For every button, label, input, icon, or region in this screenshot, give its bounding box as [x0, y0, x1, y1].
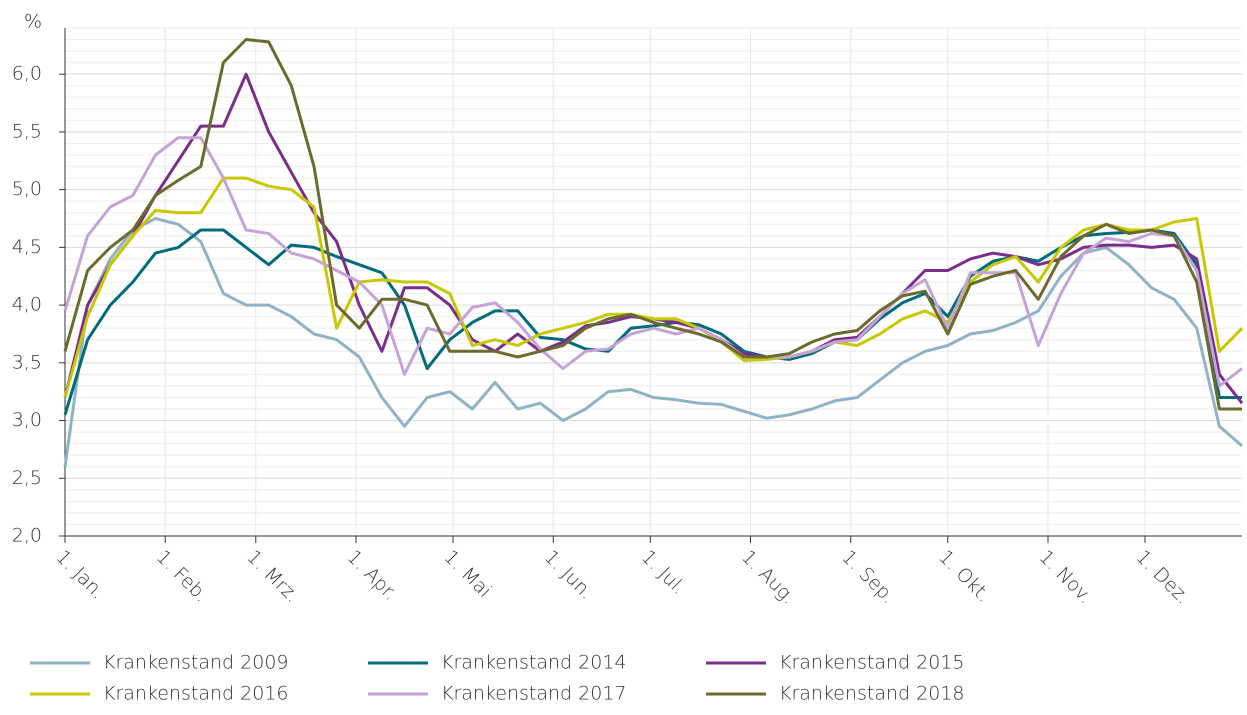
x-tick-label: 1. Jul.: [637, 546, 690, 599]
x-tick-label: 1. Apr.: [343, 546, 402, 605]
x-tick-label: 1. Mai: [440, 546, 496, 602]
y-tick-label: 5,0: [12, 178, 42, 200]
x-tick-label: 1. Nov.: [1035, 546, 1097, 608]
legend-label: Krankenstand 2009: [103, 652, 289, 674]
series-line: [63, 136, 1243, 388]
series-line: [63, 176, 1244, 398]
legend-label: Krankenstand 2016: [103, 683, 289, 705]
y-axis-label: %: [24, 11, 42, 33]
y-tick-label: 6,0: [12, 63, 42, 85]
series-line: [63, 38, 1242, 411]
series-line: [63, 72, 1244, 405]
y-tick-label: 5,5: [12, 120, 42, 142]
x-tick-label: 1. Aug.: [737, 546, 800, 609]
y-tick-label: 3,0: [12, 409, 42, 431]
legend-label: Krankenstand 2017: [441, 683, 627, 705]
y-tick-label: 4,0: [12, 294, 42, 316]
x-tick-label: 1. Jan.: [52, 546, 110, 604]
series-line: [63, 228, 1242, 416]
x-tick-label: 1. Sep.: [837, 546, 899, 608]
y-tick-label: 4,5: [12, 236, 42, 258]
x-tick-label: 1. Dez.: [1132, 546, 1195, 609]
x-tick-label: 1. Okt.: [934, 546, 995, 607]
x-tick-label: 1. Mrz.: [242, 546, 303, 607]
legend-label: Krankenstand 2014: [441, 652, 627, 674]
y-tick-label: 2,0: [12, 525, 42, 547]
y-tick-label: 2,5: [12, 467, 42, 489]
legend-label: Krankenstand 2015: [779, 652, 965, 674]
legend-label: Krankenstand 2018: [779, 683, 965, 705]
x-tick-label: 1. Feb.: [152, 546, 213, 607]
x-tick-label: 1. Jun.: [540, 546, 598, 604]
series-line: [63, 217, 1243, 467]
y-tick-label: 3,5: [12, 351, 42, 373]
